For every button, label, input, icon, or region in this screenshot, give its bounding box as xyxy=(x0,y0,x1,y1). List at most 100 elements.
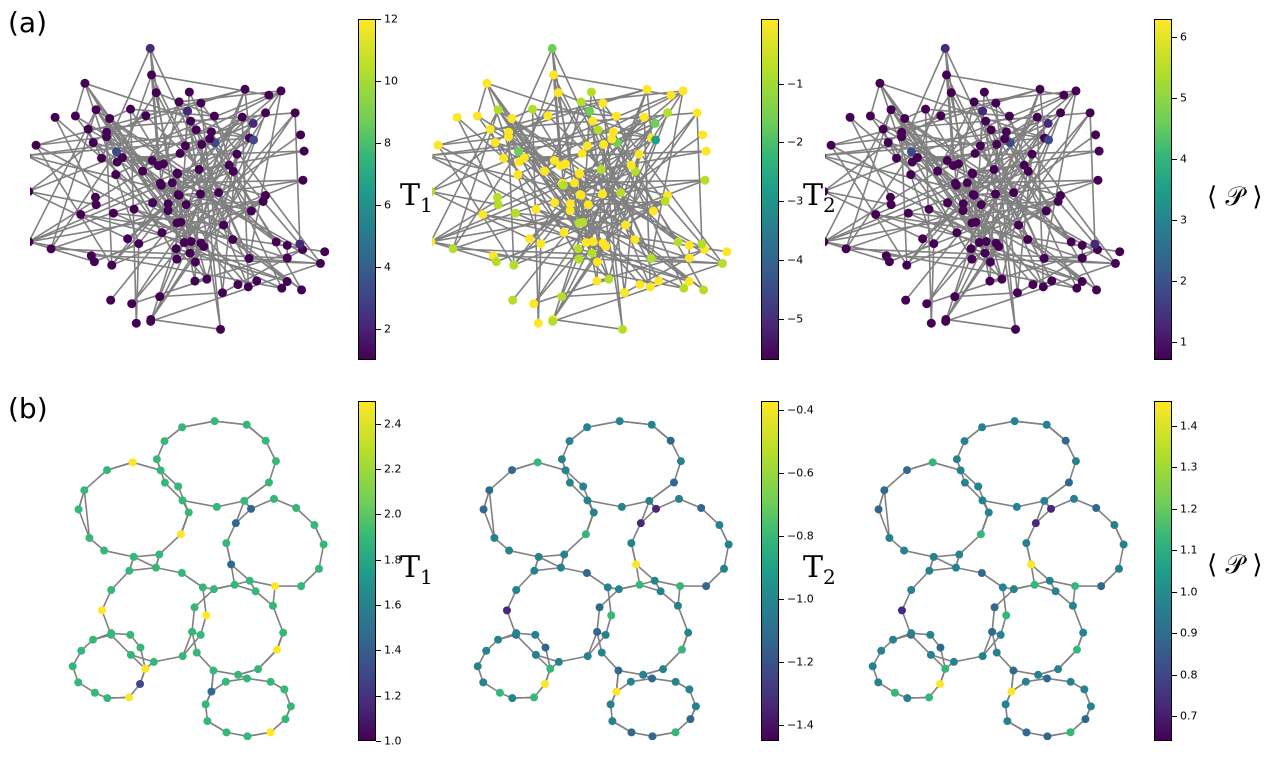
graph-node xyxy=(283,277,292,286)
colorbar-tick xyxy=(376,143,381,144)
graph-node xyxy=(269,602,277,610)
graph-node xyxy=(106,296,115,305)
graph-node xyxy=(107,629,115,637)
graph-node xyxy=(69,662,77,670)
graph-node xyxy=(616,188,625,197)
colorbar-a3 xyxy=(1154,19,1172,360)
graph-node xyxy=(183,107,192,116)
colorbar-tick-label: −0.8 xyxy=(787,530,814,543)
colorbar-tick-label: 5 xyxy=(1180,92,1187,105)
graph-edge xyxy=(215,421,247,425)
graph-edge xyxy=(954,656,983,662)
graph-node xyxy=(987,125,996,134)
graph-node xyxy=(157,181,166,190)
graph-node xyxy=(185,249,194,258)
graph-node xyxy=(559,228,568,237)
graph-node xyxy=(906,170,915,179)
graph-node xyxy=(297,582,305,590)
graph-node xyxy=(127,651,135,659)
graph-node xyxy=(172,219,181,228)
graph-node xyxy=(866,111,875,120)
graph-node xyxy=(1110,521,1118,529)
graph-node xyxy=(267,678,275,686)
graph-node xyxy=(585,107,594,116)
graph-node xyxy=(231,581,239,589)
graph-node xyxy=(499,154,508,163)
graph-node xyxy=(618,503,626,511)
graph-node xyxy=(667,437,675,445)
graph-node xyxy=(1002,611,1010,619)
graph-node xyxy=(90,257,99,266)
graph-node xyxy=(233,280,242,289)
graph-node xyxy=(113,158,122,167)
graph-node xyxy=(700,176,709,185)
colorbar-tick-label: 4 xyxy=(384,261,391,274)
graph-node xyxy=(182,200,191,209)
graph-node xyxy=(1009,667,1017,675)
graph-node xyxy=(1032,519,1040,527)
graph-node xyxy=(80,486,88,494)
graph-node xyxy=(1011,417,1019,425)
graph-node xyxy=(1009,188,1018,197)
graph-node xyxy=(186,117,195,126)
graph-node xyxy=(941,665,949,673)
graph-node xyxy=(238,113,247,122)
graph-edge xyxy=(75,83,85,116)
graph-node xyxy=(674,237,683,246)
graph-node xyxy=(126,105,135,114)
graph-node xyxy=(620,288,629,297)
graph-node xyxy=(515,158,524,167)
graph-node xyxy=(161,479,169,487)
graph-node xyxy=(627,539,635,547)
graph-node xyxy=(557,292,566,301)
graph-node xyxy=(974,482,982,490)
graph-node xyxy=(146,317,155,326)
graph-node xyxy=(482,79,491,88)
graph-node xyxy=(686,715,694,723)
graph-node xyxy=(952,228,961,237)
graph-edge xyxy=(1017,501,1044,507)
graph-node xyxy=(977,530,985,538)
graph-node xyxy=(968,169,977,178)
graph-edge xyxy=(159,534,181,554)
graph-node xyxy=(842,244,851,253)
graph-node xyxy=(532,205,541,214)
graph-node xyxy=(587,88,596,97)
graph-node xyxy=(91,193,100,202)
graph-node xyxy=(627,728,635,736)
graph-node xyxy=(602,631,610,639)
colorbar-tick-label: −1.4 xyxy=(787,719,814,732)
graph-edge xyxy=(1058,650,1077,670)
graph-node xyxy=(1007,688,1015,696)
graph-node xyxy=(298,176,307,185)
graph-node xyxy=(885,534,893,542)
graph-node xyxy=(1090,240,1099,249)
graph-node xyxy=(616,417,624,425)
graph-node xyxy=(1065,479,1073,487)
graph-node xyxy=(647,254,656,263)
graph-node xyxy=(1056,108,1065,117)
graph-node xyxy=(474,662,482,670)
graph-node xyxy=(1095,147,1104,156)
graph-node xyxy=(273,646,281,654)
graph-node xyxy=(1046,577,1054,585)
graph-node xyxy=(1034,671,1042,679)
graph-node xyxy=(630,235,639,244)
graph-node xyxy=(1067,237,1076,246)
graph-node xyxy=(570,178,579,187)
graph-node xyxy=(898,606,906,614)
graph-node xyxy=(950,658,958,666)
graph-node xyxy=(112,147,121,156)
graph-node xyxy=(531,631,539,639)
graph-node xyxy=(970,191,979,200)
graph-edge xyxy=(538,462,566,470)
graph-node xyxy=(594,125,603,134)
graph-node xyxy=(627,678,635,686)
graph-node xyxy=(1043,732,1051,740)
colorbar-tick-label: 2 xyxy=(1180,274,1187,287)
graph-node xyxy=(494,105,503,114)
colorbar-tick xyxy=(779,319,784,320)
graph-node xyxy=(678,86,687,95)
graph-node xyxy=(621,221,630,230)
graph-edge xyxy=(907,462,933,470)
